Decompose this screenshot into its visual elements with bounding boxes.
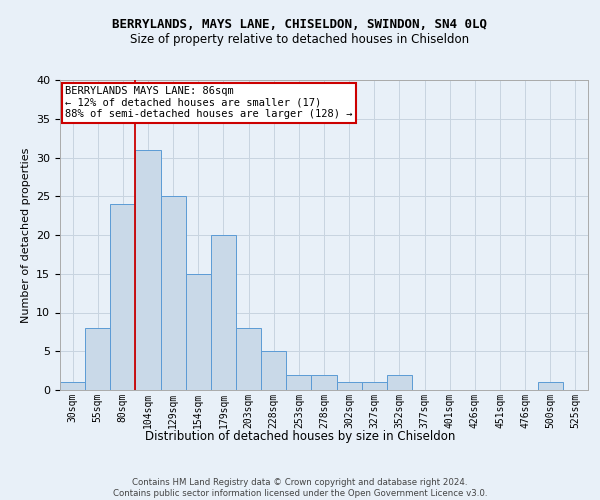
Bar	[311, 374, 337, 390]
Y-axis label: Number of detached properties: Number of detached properties	[20, 148, 31, 322]
Bar	[387, 374, 412, 390]
Bar	[337, 382, 362, 390]
Text: Size of property relative to detached houses in Chiseldon: Size of property relative to detached ho…	[130, 32, 470, 46]
Bar	[236, 328, 261, 390]
Bar	[261, 351, 286, 390]
Bar	[211, 235, 236, 390]
Bar	[136, 150, 161, 390]
Text: Distribution of detached houses by size in Chiseldon: Distribution of detached houses by size …	[145, 430, 455, 443]
Bar	[186, 274, 211, 390]
Text: Contains HM Land Registry data © Crown copyright and database right 2024.
Contai: Contains HM Land Registry data © Crown c…	[113, 478, 487, 498]
Bar	[85, 328, 110, 390]
Text: BERRYLANDS MAYS LANE: 86sqm
← 12% of detached houses are smaller (17)
88% of sem: BERRYLANDS MAYS LANE: 86sqm ← 12% of det…	[65, 86, 353, 120]
Bar	[110, 204, 136, 390]
Bar	[60, 382, 85, 390]
Text: BERRYLANDS, MAYS LANE, CHISELDON, SWINDON, SN4 0LQ: BERRYLANDS, MAYS LANE, CHISELDON, SWINDO…	[113, 18, 487, 30]
Bar	[362, 382, 387, 390]
Bar	[538, 382, 563, 390]
Bar	[286, 374, 311, 390]
Bar	[161, 196, 186, 390]
